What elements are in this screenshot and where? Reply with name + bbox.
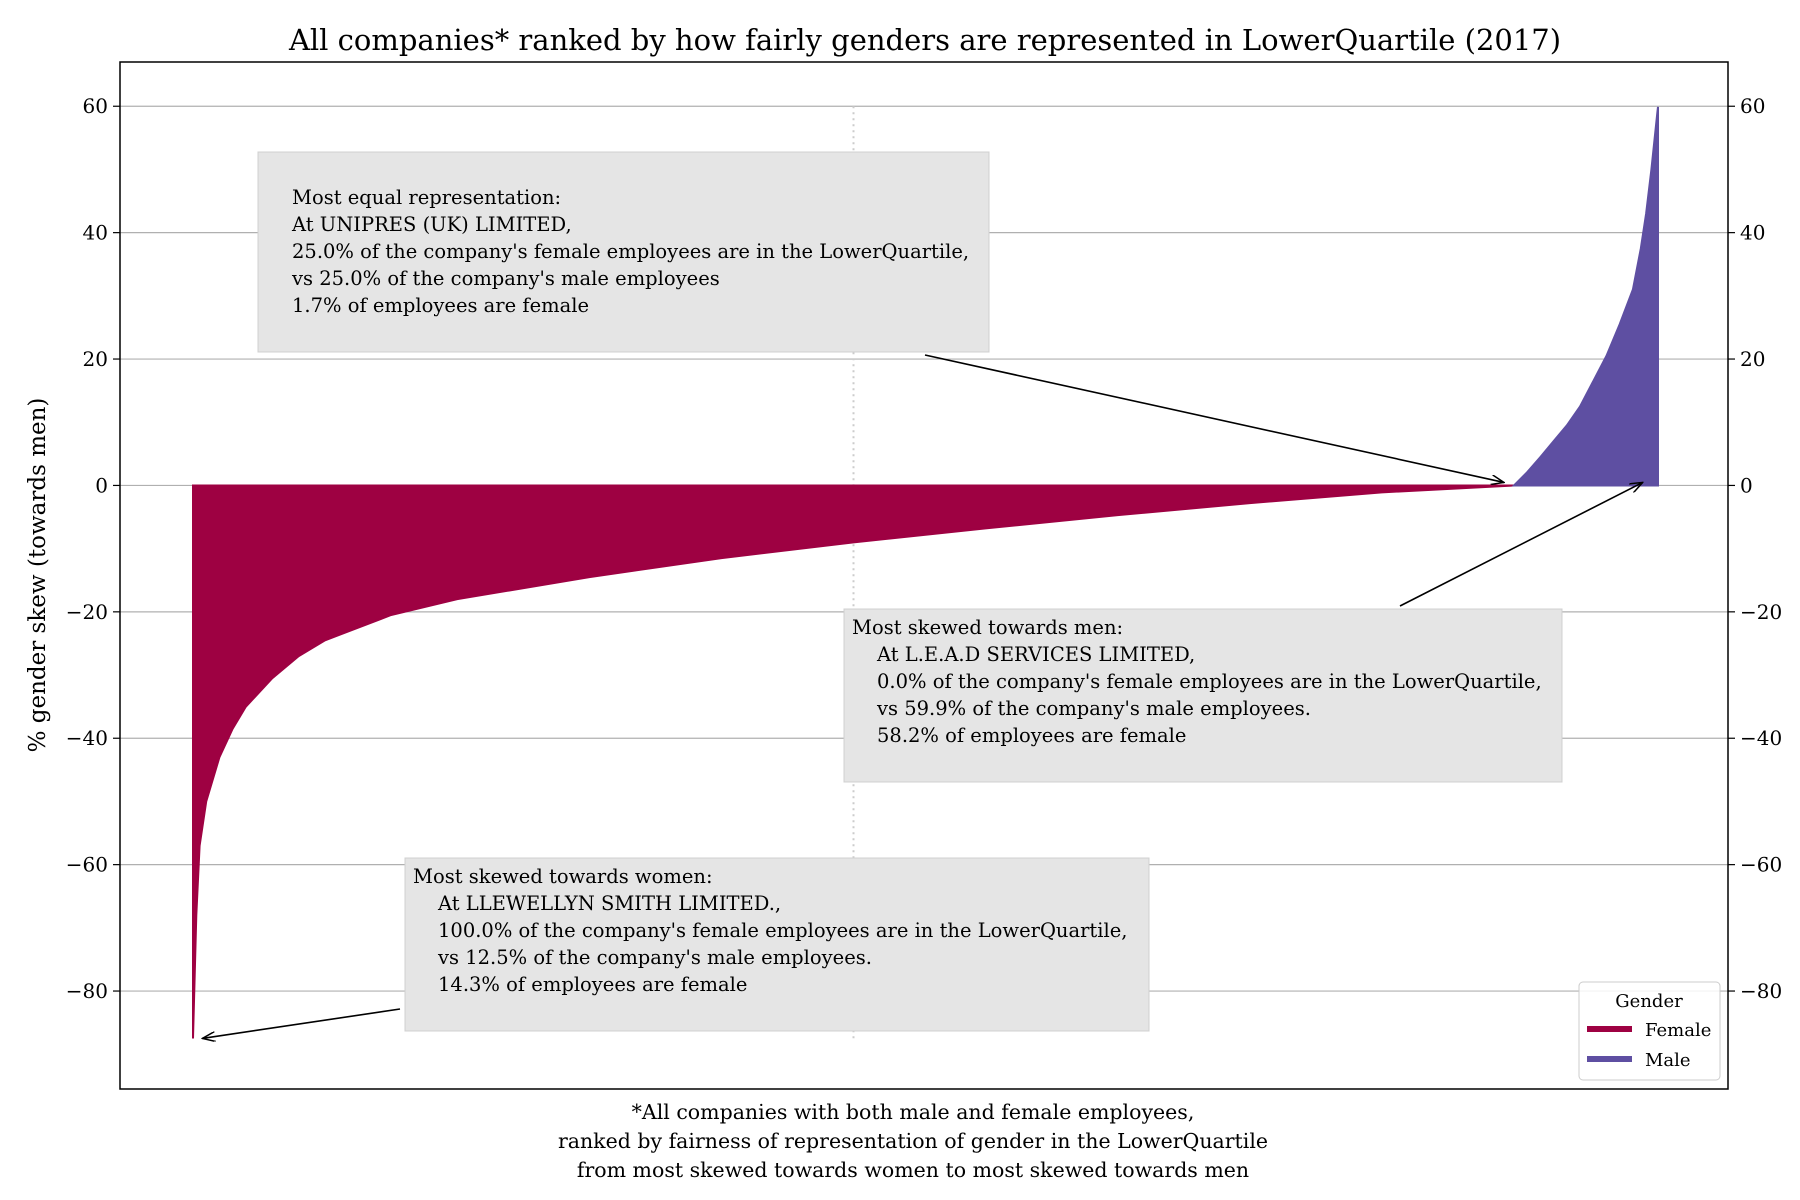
left-y-axis: 60 40 20 0 −20 −40 −60 −80	[66, 94, 120, 1003]
annotation-line: vs 25.0% of the company's male employees	[291, 267, 720, 290]
arrow-most-skewed-women	[202, 1008, 401, 1038]
legend: Gender Female Male	[1578, 981, 1721, 1081]
y-tick-label: −40	[66, 726, 108, 750]
annotation-line: vs 12.5% of the company's male employees…	[437, 946, 872, 969]
y-tick-label: −20	[1740, 600, 1782, 624]
male-series-area	[1511, 106, 1659, 487]
annotation-line: Most equal representation:	[292, 186, 561, 209]
y-tick-label: 60	[1740, 94, 1765, 118]
annotation-line: 100.0% of the company's female employees…	[438, 919, 1127, 942]
chart-title: All companies* ranked by how fairly gend…	[288, 23, 1561, 57]
annotation-line: Most skewed towards women:	[413, 865, 713, 888]
footnote-line: from most skewed towards women to most s…	[577, 1158, 1249, 1182]
y-tick-label: 40	[83, 221, 108, 245]
annotation-line: 58.2% of employees are female	[877, 724, 1186, 747]
y-tick-label: −60	[1740, 853, 1782, 877]
annotation-most-equal: Most equal representation: At UNIPRES (U…	[257, 151, 990, 353]
right-y-axis: 60 40 20 0 −20 −40 −60 −80	[1728, 94, 1782, 1003]
y-axis-label: % gender skew (towards men)	[25, 398, 51, 753]
footnote: *All companies with both male and female…	[558, 1100, 1268, 1182]
y-tick-label: 0	[1740, 473, 1753, 497]
footnote-line: *All companies with both male and female…	[632, 1100, 1195, 1124]
annotations: Most equal representation: At UNIPRES (U…	[257, 151, 1563, 1032]
y-tick-label: 40	[1740, 221, 1765, 245]
annotation-line: Most skewed towards men:	[852, 616, 1123, 639]
annotation-most-skewed-men: Most skewed towards men: At L.E.A.D SERV…	[843, 608, 1563, 783]
y-tick-label: −80	[1740, 979, 1782, 1003]
annotation-line: 14.3% of employees are female	[438, 973, 747, 996]
y-tick-label: −60	[66, 853, 108, 877]
annotation-line: At UNIPRES (UK) LIMITED,	[291, 213, 572, 236]
annotation-line: 25.0% of the company's female employees …	[292, 240, 969, 263]
annotation-arrows	[202, 354, 1643, 1038]
female-series-area	[192, 484, 1515, 1039]
annotation-line: 1.7% of employees are female	[292, 294, 589, 317]
annotation-line: At LLEWELLYN SMITH LIMITED.,	[437, 892, 781, 915]
y-tick-label: −20	[66, 600, 108, 624]
y-tick-label: 60	[83, 94, 108, 118]
annotation-line: vs 59.9% of the company's male employees…	[876, 697, 1311, 720]
y-tick-label: −40	[1740, 726, 1782, 750]
legend-label-female: Female	[1645, 1020, 1711, 1041]
y-tick-label: 20	[1740, 347, 1765, 371]
plot-frame	[119, 61, 1729, 1090]
data-areas	[192, 106, 1659, 1039]
annotation-line: At L.E.A.D SERVICES LIMITED,	[876, 643, 1195, 666]
arrow-most-skewed-men	[1399, 482, 1643, 607]
y-tick-label: 20	[83, 347, 108, 371]
legend-label-male: Male	[1645, 1050, 1691, 1071]
annotation-line: 0.0% of the company's female employees a…	[877, 670, 1542, 693]
footnote-line: ranked by fairness of representation of …	[558, 1129, 1268, 1153]
arrow-most-equal	[924, 354, 1504, 482]
legend-title: Gender	[1615, 991, 1683, 1012]
y-tick-label: 0	[95, 473, 108, 497]
annotation-most-skewed-women: Most skewed towards women: At LLEWELLYN …	[404, 857, 1150, 1032]
y-tick-label: −80	[66, 979, 108, 1003]
